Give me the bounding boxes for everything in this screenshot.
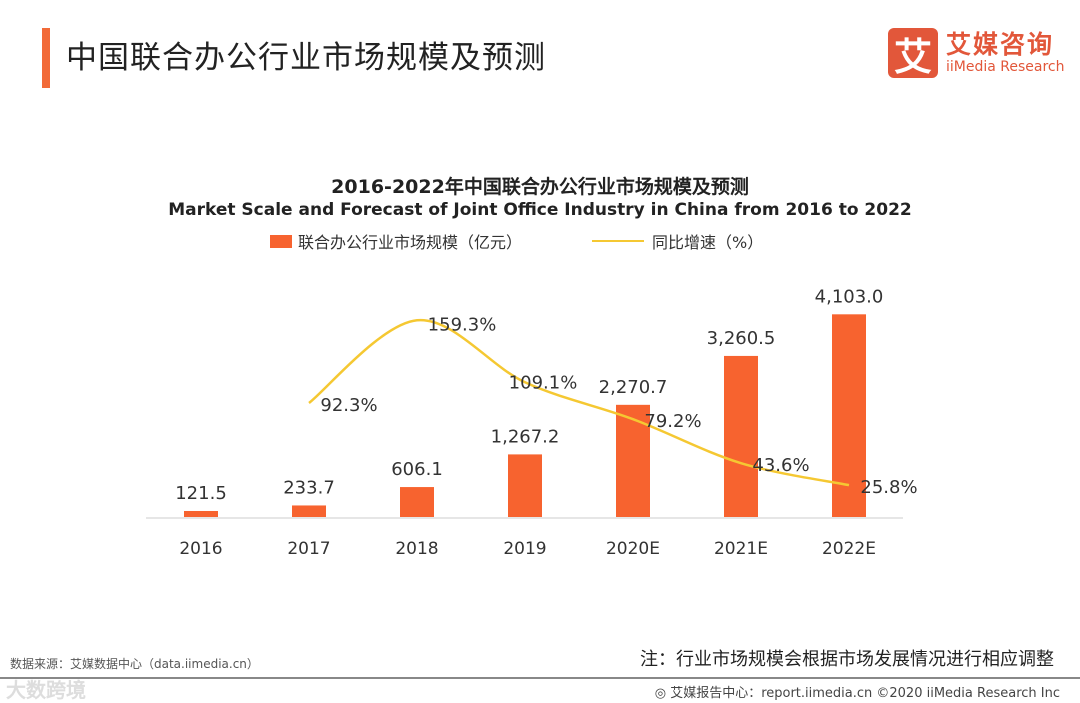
- watermark: 大数跨境: [6, 678, 86, 702]
- legend-bar-label: 联合办公行业市场规模（亿元）: [298, 233, 523, 252]
- footer-divider: [0, 677, 1080, 679]
- bar-value-label: 4,103.0: [815, 286, 884, 307]
- page-title: 中国联合办公行业市场规模及预测: [66, 40, 546, 76]
- chart-title: 2016-2022年中国联合办公行业市场规模及预测: [331, 176, 749, 198]
- legend: 联合办公行业市场规模（亿元） 同比增速（%）: [270, 229, 763, 253]
- growth-rate-line: [308, 319, 850, 487]
- bar: [184, 510, 218, 517]
- bar-value-label: 121.5: [175, 483, 227, 504]
- footnote: 注：行业市场规模会根据市场发展情况进行相应调整: [640, 649, 1054, 670]
- bar-value-label: 1,267.2: [491, 426, 560, 447]
- bar: [400, 487, 434, 517]
- footer-credit-text: 艾媒报告中心：report.iimedia.cn ©2020 iiMedia R…: [670, 686, 1060, 701]
- legend-bar-swatch: [270, 234, 292, 248]
- iimedia-logo: 艾 艾媒咨询 iiMedia Research: [888, 28, 1065, 79]
- bar-value-label: 606.1: [391, 459, 443, 480]
- growth-rate-label: 159.3%: [428, 314, 497, 335]
- footer-credit: ◎ 艾媒报告中心：report.iimedia.cn ©2020 iiMedia…: [654, 686, 1060, 701]
- logo-mark: 艾: [888, 28, 938, 79]
- legend-line-swatch: [592, 240, 645, 242]
- legend-line-label: 同比增速（%）: [652, 233, 764, 252]
- x-tick-label: 2022E: [822, 539, 876, 559]
- x-tick-label: 2021E: [714, 539, 768, 559]
- chart-subtitle: Market Scale and Forecast of Joint Offic…: [168, 200, 912, 220]
- growth-rate-label: 109.1%: [509, 372, 578, 393]
- bar: [724, 355, 758, 517]
- bar: [508, 454, 542, 517]
- bar: [292, 505, 326, 517]
- growth-rate-label: 92.3%: [320, 395, 377, 416]
- growth-rate-label: 79.2%: [644, 411, 701, 432]
- x-tick-label: 2017: [287, 539, 330, 559]
- logo-cn: 艾媒咨询: [946, 30, 1055, 59]
- x-tick-label: 2018: [395, 539, 438, 559]
- x-tick-label: 2016: [179, 539, 222, 559]
- bar-value-label: 233.7: [283, 477, 335, 498]
- data-source: 数据来源：艾媒数据中心（data.iimedia.cn）: [10, 657, 259, 671]
- x-tick-label: 2019: [503, 539, 546, 559]
- title-accent-bar: [42, 28, 50, 88]
- growth-rate-label: 25.8%: [860, 477, 917, 498]
- bar-value-label: 3,260.5: [707, 328, 776, 349]
- logo-en: iiMedia Research: [946, 59, 1065, 75]
- bar-value-label: 2,270.7: [599, 377, 668, 398]
- growth-rate-label: 43.6%: [752, 455, 809, 476]
- x-tick-label: 2020E: [606, 539, 660, 559]
